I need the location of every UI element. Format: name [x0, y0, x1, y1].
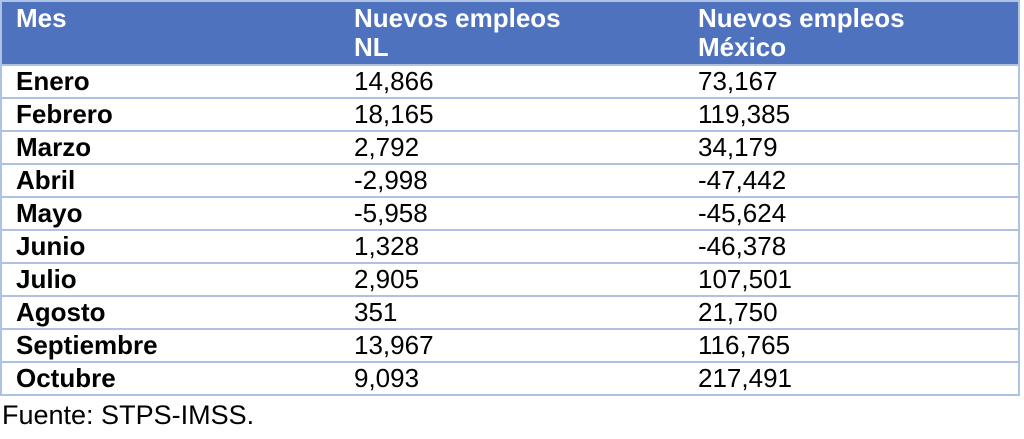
nl-value-cell: 13,967 — [341, 328, 683, 362]
col-header-mes-label: Mes — [16, 3, 67, 33]
month-cell: Agosto — [1, 295, 341, 329]
mexico-value-cell: -47,442 — [683, 163, 1019, 197]
table-row: Agosto 351 21,750 — [1, 295, 1019, 329]
nl-value-cell: 9,093 — [341, 361, 683, 395]
month-cell: Junio — [1, 229, 341, 263]
mexico-value-cell: 21,750 — [683, 295, 1019, 329]
table-row: Junio 1,328 -46,378 — [1, 229, 1019, 263]
source-note: Fuente: STPS-IMSS. — [2, 400, 255, 430]
mexico-value-cell: -46,378 — [683, 229, 1019, 263]
nl-value-cell: 351 — [341, 295, 683, 329]
mexico-value-cell: 73,167 — [683, 64, 1019, 98]
month-cell: Febrero — [1, 97, 341, 131]
mexico-value-cell: -45,624 — [683, 196, 1019, 230]
month-cell: Enero — [1, 64, 341, 98]
month-cell: Mayo — [1, 196, 341, 230]
table-row: Octubre 9,093 217,491 — [1, 361, 1019, 395]
employment-table: Mes Nuevos empleos NL Nuevos empleos Méx… — [0, 0, 1020, 396]
col-header-nuevos-empleos-nl: Nuevos empleos NL — [341, 1, 683, 65]
col-header-mexico-line2: México — [698, 32, 787, 62]
col-header-nuevos-empleos-mexico: Nuevos empleos México — [683, 1, 1019, 65]
table-row: Enero 14,866 73,167 — [1, 64, 1019, 98]
table-row: Septiembre 13,967 116,765 — [1, 328, 1019, 362]
month-cell: Octubre — [1, 361, 341, 395]
month-cell: Septiembre — [1, 328, 341, 362]
mexico-value-cell: 217,491 — [683, 361, 1019, 395]
table-row: Julio 2,905 107,501 — [1, 262, 1019, 296]
col-header-mes: Mes — [1, 1, 341, 65]
nl-value-cell: 18,165 — [341, 97, 683, 131]
month-cell: Julio — [1, 262, 341, 296]
month-cell: Abril — [1, 163, 341, 197]
nl-value-cell: -5,958 — [341, 196, 683, 230]
table-row: Mayo -5,958 -45,624 — [1, 196, 1019, 230]
table-row: Febrero 18,165 119,385 — [1, 97, 1019, 131]
nl-value-cell: 1,328 — [341, 229, 683, 263]
col-header-mexico-line1: Nuevos empleos — [698, 3, 905, 33]
nl-value-cell: 14,866 — [341, 64, 683, 98]
table-row: Abril -2,998 -47,442 — [1, 163, 1019, 197]
mexico-value-cell: 107,501 — [683, 262, 1019, 296]
col-header-nl-line1: Nuevos empleos — [354, 3, 561, 33]
mexico-value-cell: 116,765 — [683, 328, 1019, 362]
table-body: Enero 14,866 73,167 Febrero 18,165 119,385 Mar… — [1, 64, 1019, 395]
nl-value-cell: -2,998 — [341, 163, 683, 197]
col-header-nl-line2: NL — [354, 32, 389, 62]
nl-value-cell: 2,792 — [341, 130, 683, 164]
mexico-value-cell: 34,179 — [683, 130, 1019, 164]
table-row: Marzo 2,792 34,179 — [1, 130, 1019, 164]
nl-value-cell: 2,905 — [341, 262, 683, 296]
mexico-value-cell: 119,385 — [683, 97, 1019, 131]
month-cell: Marzo — [1, 130, 341, 164]
header-row: Mes Nuevos empleos NL Nuevos empleos Méx… — [1, 1, 1019, 65]
